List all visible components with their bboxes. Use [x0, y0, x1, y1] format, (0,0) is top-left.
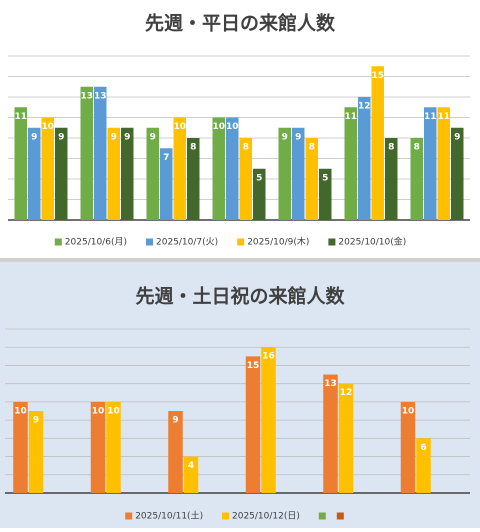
- bar: [261, 347, 276, 493]
- legend-swatch: [328, 238, 336, 246]
- data-label: 16: [262, 352, 275, 362]
- data-label: 10: [212, 122, 225, 132]
- bar: [160, 148, 173, 220]
- legend-swatch: [222, 512, 229, 520]
- bar: [90, 401, 106, 493]
- data-label: 13: [94, 91, 107, 101]
- data-label: 15: [247, 361, 260, 371]
- bar: [451, 127, 464, 220]
- data-label: 13: [324, 379, 337, 389]
- bar: [305, 138, 318, 220]
- data-label: 9: [172, 416, 178, 426]
- bar: [55, 127, 68, 220]
- data-label: 8: [190, 143, 196, 153]
- bar: [187, 138, 200, 220]
- data-label: 10: [226, 122, 239, 132]
- data-label: 8: [414, 143, 420, 153]
- legend-swatch: [146, 238, 153, 246]
- legend-swatch: [318, 512, 326, 520]
- legend-label: 2025/10/9(木): [247, 236, 309, 248]
- bar: [107, 127, 120, 220]
- bar: [344, 107, 357, 220]
- data-label: 9: [150, 132, 156, 142]
- bar: [385, 138, 398, 220]
- legend-label: 2025/10/7(火): [156, 237, 218, 248]
- data-label: 9: [31, 132, 37, 142]
- data-label: 11: [437, 112, 450, 122]
- bar: [94, 86, 107, 220]
- bar: [212, 117, 225, 220]
- data-label: 10: [173, 122, 186, 132]
- data-label: 10: [41, 122, 54, 132]
- data-label: 10: [402, 406, 415, 416]
- data-label: 5: [322, 173, 328, 183]
- bar: [424, 107, 437, 220]
- legend-swatch: [336, 512, 344, 520]
- bar: [106, 401, 121, 493]
- data-label: 9: [124, 132, 130, 142]
- bar: [14, 107, 27, 220]
- bar: [168, 411, 183, 493]
- bar: [416, 438, 431, 493]
- bar: [323, 374, 338, 493]
- legend-label: 2025/10/12(日): [232, 511, 300, 522]
- bar: [226, 117, 239, 220]
- bar: [41, 117, 54, 220]
- bar: [80, 86, 93, 220]
- bar: [278, 127, 291, 220]
- data-label: 8: [243, 143, 249, 153]
- data-label: 9: [454, 132, 460, 142]
- bar: [239, 138, 252, 220]
- data-label: 11: [344, 112, 357, 122]
- data-label: 9: [33, 416, 39, 426]
- data-label: 12: [340, 388, 353, 398]
- data-label: 9: [282, 132, 288, 142]
- data-label: 6: [420, 443, 426, 453]
- legend-label: 2025/10/10(金): [338, 236, 406, 248]
- bar: [437, 107, 450, 220]
- chart-title: 先週・土日祝の来館人数: [135, 285, 345, 308]
- bar: [13, 401, 28, 493]
- bar: [410, 138, 423, 220]
- bar: [173, 117, 186, 220]
- bar: [400, 401, 416, 493]
- data-label: 10: [14, 406, 27, 416]
- divider: [0, 258, 480, 262]
- bar: [28, 127, 41, 220]
- data-label: 8: [309, 143, 315, 153]
- bar: [183, 456, 199, 493]
- bar: [319, 168, 332, 220]
- chart-background: [0, 262, 480, 528]
- bar: [28, 411, 44, 493]
- legend-label: 2025/10/6(月): [65, 237, 127, 248]
- bar: [121, 127, 134, 220]
- bar: [338, 383, 354, 493]
- chart-title: 先週・平日の来館人数: [145, 12, 336, 35]
- bar: [358, 97, 371, 220]
- data-label: 8: [388, 143, 394, 153]
- data-label: 13: [80, 91, 93, 101]
- data-label: 11: [424, 112, 437, 122]
- bar: [146, 127, 159, 220]
- data-label: 9: [295, 132, 301, 142]
- data-label: 7: [163, 153, 169, 163]
- legend-swatch: [237, 238, 245, 246]
- legend-label: 2025/10/11(土): [135, 510, 203, 522]
- data-label: 9: [58, 132, 64, 142]
- bar: [245, 356, 261, 493]
- data-label: 11: [14, 112, 27, 122]
- data-label: 9: [111, 132, 117, 142]
- data-label: 10: [92, 406, 105, 416]
- bar: [253, 168, 266, 220]
- data-label: 5: [256, 173, 262, 183]
- data-label: 10: [107, 406, 120, 416]
- bar: [371, 66, 384, 220]
- legend-swatch: [54, 238, 62, 246]
- data-label: 12: [358, 102, 371, 112]
- data-label: 15: [371, 71, 384, 81]
- data-label: 4: [188, 461, 194, 471]
- legend-swatch: [125, 512, 133, 520]
- bar: [292, 127, 305, 220]
